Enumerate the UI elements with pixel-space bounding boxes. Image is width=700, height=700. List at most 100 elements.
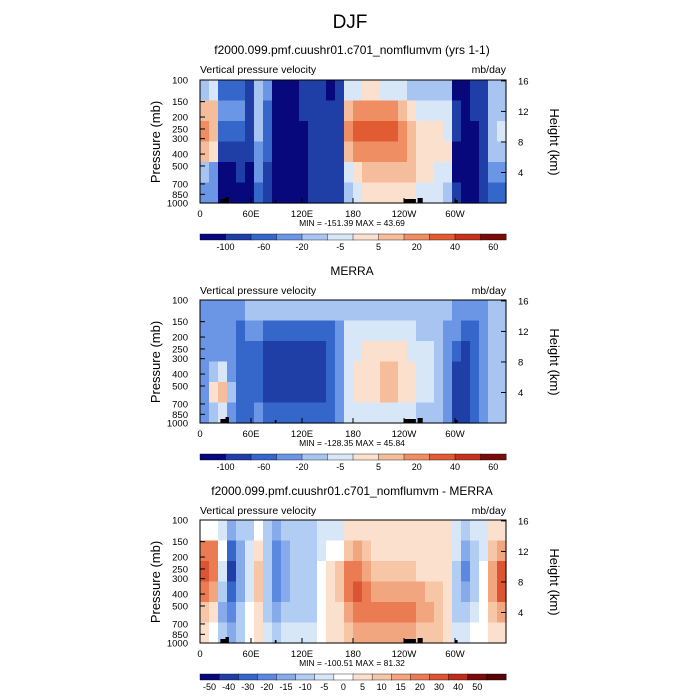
contour-cell: [353, 320, 363, 342]
colorbar-label: -20: [260, 682, 273, 692]
colorbar-swatch: [250, 453, 277, 461]
contour-cell: [218, 361, 228, 383]
contour-cell: [344, 520, 354, 542]
contour-cell: [434, 100, 444, 122]
contour-cell: [236, 300, 246, 322]
contour-cell: [326, 520, 336, 542]
contour-cell: [317, 520, 327, 542]
y-tick-label: 250: [172, 344, 188, 355]
contour-cell: [479, 300, 489, 322]
contour-cell: [470, 540, 480, 562]
contour-cell: [452, 581, 462, 603]
contour-cell: [245, 141, 255, 163]
colorbar-label: 60: [488, 242, 498, 252]
contour-cell: [389, 402, 399, 424]
contour-cell: [371, 121, 381, 143]
contour-cell: [344, 622, 354, 644]
contour-cell: [218, 162, 228, 184]
contour-cell: [479, 602, 489, 624]
contour-cell: [326, 561, 336, 583]
colorbar-swatch: [218, 673, 239, 681]
contour-cell: [434, 341, 444, 363]
panel-difference-contour-field: [200, 520, 507, 644]
y-tick-label: 100: [172, 296, 188, 307]
panel-merra-left-label: Vertical pressure velocity: [200, 285, 317, 297]
x-tick-label: 0: [197, 209, 202, 220]
contour-cell: [344, 300, 354, 322]
colorbar-swatch: [378, 233, 405, 241]
contour-cell: [218, 141, 228, 163]
y-tick-label: 700: [172, 399, 188, 410]
contour-cell: [416, 320, 426, 342]
contour-cell: [254, 162, 264, 184]
contour-cell: [398, 602, 408, 624]
contour-cell: [245, 341, 255, 363]
contour-cell: [326, 602, 336, 624]
contour-cell: [308, 300, 318, 322]
contour-cell: [452, 382, 462, 404]
contour-cell: [245, 622, 255, 644]
contour-cell: [236, 622, 246, 644]
contour-cell: [380, 382, 390, 404]
contour-cell: [281, 320, 291, 342]
contour-cell: [254, 402, 264, 424]
contour-cell: [497, 182, 507, 204]
contour-cell: [353, 141, 363, 163]
contour-cell: [380, 561, 390, 583]
panel-model-ylabel-right: Height (km): [547, 108, 562, 175]
contour-cell: [398, 402, 408, 424]
panel-difference-stats: MIN = -100.51 MAX = 81.32: [299, 658, 405, 668]
panel-model-title: f2000.099.pmf.cuushr01.c701_nomflumvm (y…: [214, 43, 489, 57]
contour-cell: [407, 320, 417, 342]
contour-cell: [236, 162, 246, 184]
contour-cell: [335, 361, 345, 383]
x-tick-label: 0: [197, 649, 202, 660]
colorbar-label: -60: [257, 242, 270, 252]
contour-cell: [326, 80, 336, 102]
contour-cell: [398, 182, 408, 204]
contour-cell: [488, 182, 498, 204]
colorbar-swatch: [301, 453, 328, 461]
colorbar-swatch: [352, 233, 379, 241]
contour-cell: [263, 602, 273, 624]
contour-cell: [200, 341, 210, 363]
x-tick-label: 120W: [392, 649, 417, 660]
colorbar-label: -15: [280, 682, 293, 692]
contour-cell: [245, 300, 255, 322]
contour-cell: [353, 182, 363, 204]
y-tick-label: 850: [172, 630, 188, 641]
contour-cell: [452, 162, 462, 184]
contour-cell: [362, 581, 372, 603]
contour-cell: [371, 602, 381, 624]
contour-cell: [263, 121, 273, 143]
contour-cell: [470, 520, 480, 542]
contour-cell: [443, 622, 453, 644]
contour-cell: [200, 121, 210, 143]
colorbar-swatch: [225, 233, 252, 241]
contour-cell: [497, 581, 507, 603]
contour-cell: [236, 80, 246, 102]
y-tick-label: 500: [172, 381, 188, 392]
panel-model-left-label: Vertical pressure velocity: [200, 64, 317, 76]
colorbar-label: -100: [216, 462, 234, 472]
contour-cell: [209, 561, 219, 583]
contour-cell: [200, 300, 210, 322]
contour-cell: [281, 622, 291, 644]
contour-cell: [245, 320, 255, 342]
contour-cell: [434, 121, 444, 143]
contour-cell: [470, 182, 480, 204]
contour-cell: [479, 182, 489, 204]
colorbar-swatch: [327, 233, 354, 241]
contour-cell: [263, 622, 273, 644]
contour-cell: [353, 402, 363, 424]
contour-cell: [317, 100, 327, 122]
contour-cell: [344, 341, 354, 363]
contour-cell: [272, 320, 282, 342]
x-tick-label: 60E: [243, 429, 260, 440]
contour-cell: [236, 561, 246, 583]
colorbar-swatch: [276, 673, 297, 681]
contour-cell: [254, 382, 264, 404]
contour-cell: [362, 80, 372, 102]
contour-cell: [308, 162, 318, 184]
